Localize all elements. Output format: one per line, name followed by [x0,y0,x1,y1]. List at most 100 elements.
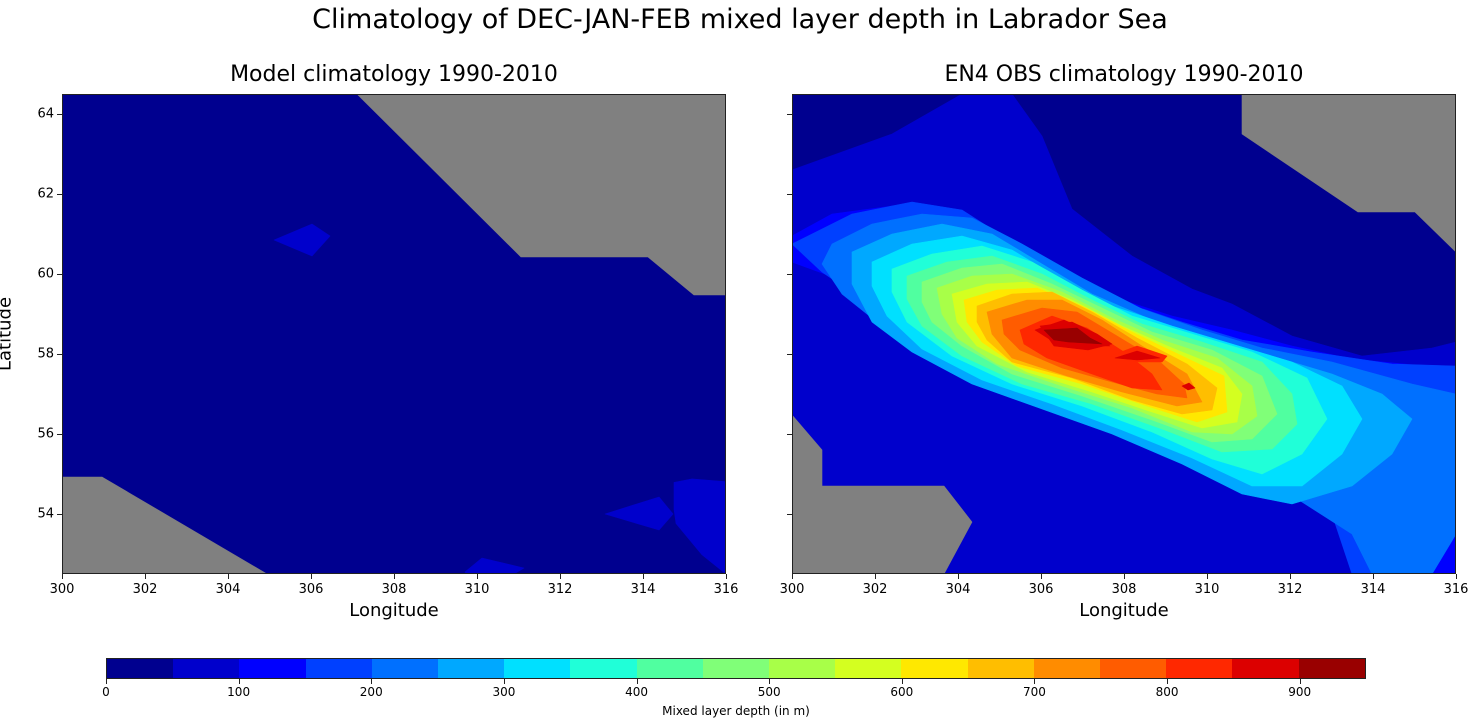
x-tick [1290,574,1291,579]
colorbar-tick-label: 500 [757,685,781,699]
colorbar-label: Mixed layer depth (in m) [662,704,810,718]
x-tick [1207,574,1208,579]
y-tick [57,354,62,355]
x-tick-label: 316 [1443,582,1469,597]
y-tick [787,354,792,355]
colorbar-segment [1166,659,1233,678]
land-mask [1241,94,1456,253]
colorbar-tick [106,679,107,684]
x-tick [792,574,793,579]
colorbar-tick-label: 900 [1288,685,1312,699]
colorbar-segment [1298,659,1365,678]
x-tick [477,574,478,579]
colorbar-tick-label: 200 [359,685,383,699]
model-contour-field [62,94,726,574]
contour-band-900-950 [1043,327,1103,345]
contour-band-50-100 [673,478,726,574]
land-mask [356,94,726,296]
colorbar-tick-label: 300 [492,685,516,699]
x-tick [643,574,644,579]
y-tick [787,434,792,435]
x-tick [394,574,395,579]
colorbar-tick [1034,679,1036,684]
obs-contour-field [792,94,1456,574]
obs-contour-plot: 300 302 304 306 308 310 312 314 316 [780,94,1468,597]
colorbar-tick-label: 0 [102,685,110,699]
x-tick-label: 304 [945,582,971,597]
colorbar-segment [371,659,439,678]
x-tick-label: 312 [1277,582,1303,597]
x-tick [62,574,63,579]
contour-band-850-900 [1114,350,1161,361]
x-tick [1456,574,1457,579]
x-tick-label: 308 [381,582,407,597]
colorbar-tick [769,679,771,684]
y-tick-label: 62 [37,186,54,202]
colorbar-segment [702,659,770,678]
x-tick-label: 302 [862,582,888,597]
x-tick [1041,574,1042,579]
x-tick-label: 302 [132,582,158,597]
contour-band-50-100 [604,496,674,531]
y-tick [57,114,62,115]
colorbar-tick [371,679,373,684]
land-mask [62,476,268,574]
colorbar-tick [636,679,638,684]
left-x-axis-label: Longitude [349,600,439,621]
x-tick [228,574,229,579]
contour-band-50-100 [464,557,525,574]
x-tick [560,574,561,579]
x-tick [311,574,312,579]
y-tick-label: 54 [37,506,54,522]
colorbar-segment [835,659,902,678]
right-panel-title: EN4 OBS climatology 1990-2010 [944,62,1304,87]
x-tick-label: 306 [1028,582,1054,597]
y-tick [57,194,62,195]
colorbar-tick [503,679,505,684]
x-tick-label: 300 [779,582,805,597]
x-tick-label: 310 [1194,582,1220,597]
colorbar-tick [1167,679,1169,684]
x-tick-label: 314 [1360,582,1386,597]
x-tick-label: 312 [547,582,573,597]
y-tick-label: 58 [37,346,54,362]
x-tick [145,574,146,579]
colorbar-segment [636,659,703,678]
contour-band-850-900 [1181,382,1196,391]
colorbar-tick-label: 400 [625,685,648,699]
colorbar-segment [1232,659,1299,678]
y-tick [57,274,62,275]
colorbar-tick-label: 700 [1022,685,1046,699]
x-tick-label: 304 [215,582,241,597]
y-tick-label: 60 [37,266,54,282]
colorbar-tick [1299,679,1301,684]
x-tick [726,574,727,579]
colorbar-segment [173,659,240,678]
y-tick [787,514,792,515]
colorbar-tick [901,679,903,684]
y-tick [57,514,62,515]
colorbar-tick-label: 100 [227,685,251,699]
x-tick-label: 306 [298,582,324,597]
colorbar-segment [305,659,372,678]
y-axis-label: Latitude [0,296,16,372]
x-tick [1124,574,1125,579]
left-panel-title: Model climatology 1990-2010 [230,62,558,87]
x-tick-label: 314 [630,582,656,597]
model-contour-plot: 300 302 304 306 308 310 312 314 316 54 56 58 60 62 64 [37,94,738,597]
y-tick [57,434,62,435]
contour-band-50-100 [273,223,331,257]
y-tick [787,114,792,115]
colorbar-segment [769,659,836,678]
land-mask [792,414,973,574]
x-tick [1373,574,1374,579]
y-tick [787,194,792,195]
x-tick [875,574,876,579]
figure-suptitle: Climatology of DEC-JAN-FEB mixed layer d… [312,4,1168,35]
y-tick-label: 56 [37,426,54,442]
colorbar-segment [107,659,174,678]
colorbar-segment [1033,659,1101,678]
colorbar-segment [570,659,637,678]
x-tick-label: 310 [464,582,490,597]
right-x-axis-label: Longitude [1079,600,1169,621]
